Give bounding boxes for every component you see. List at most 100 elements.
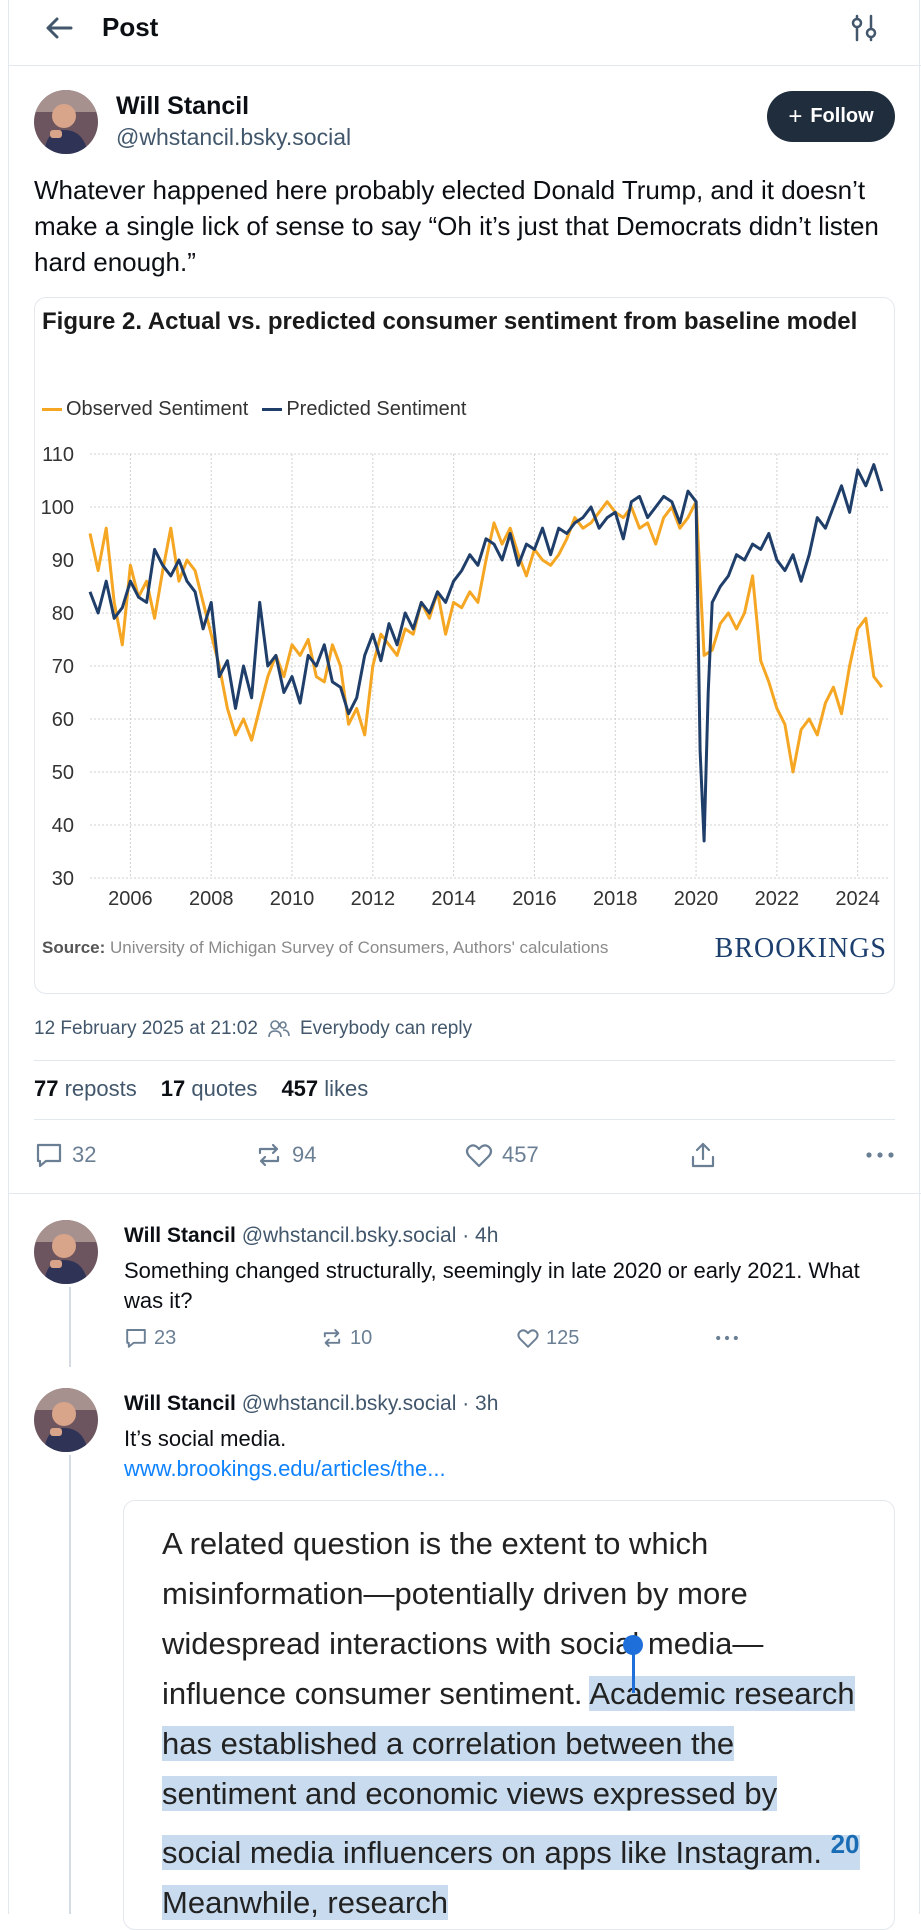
y-tick-label: 90 [52, 550, 74, 572]
series-line-observed [88, 500, 884, 774]
thread-line [69, 1455, 71, 1914]
source-text: University of Michigan Survey of Consume… [110, 938, 609, 957]
author-avatar[interactable] [34, 90, 98, 154]
people-icon [268, 1020, 290, 1038]
selection-cursor [632, 1641, 635, 1693]
back-arrow-icon[interactable] [41, 12, 77, 44]
like-button[interactable]: 457 [464, 1140, 539, 1170]
page-title: Post [102, 12, 159, 42]
heart-icon [517, 1329, 539, 1348]
divider [34, 1119, 895, 1120]
post-text: Whatever happened here probably elected … [34, 175, 879, 277]
quote-plain-text: A related question is the extent to whic… [162, 1526, 764, 1711]
reply-author-handle[interactable]: @whstancil.bsky.social [241, 1392, 457, 1415]
reply-header: Will Stancil @whstancil.bsky.social · 4h [124, 1224, 498, 1248]
reply-avatar[interactable] [34, 1220, 98, 1284]
legend-swatch-observed [42, 408, 62, 412]
y-tick-label: 60 [52, 709, 74, 731]
x-tick-label: 2008 [189, 888, 234, 910]
post-stats: 77 reposts 17 quotes 457 likes [34, 1076, 368, 1102]
author-handle[interactable]: @whstancil.bsky.social [116, 124, 352, 150]
reply-count: 32 [72, 1142, 97, 1167]
x-tick-label: 2012 [351, 888, 396, 910]
figure-title: Figure 2. Actual vs. predicted consumer … [42, 308, 858, 335]
repost-button[interactable]: 94 [254, 1140, 316, 1170]
reply-icon [36, 1143, 62, 1168]
reply-actions: 23 10 125 [124, 1326, 764, 1356]
post-thread-frame: Post Will Stancil @whstancil.bsky.social… [8, 0, 921, 1930]
article-link[interactable]: www.brookings.edu/articles/the... [124, 1456, 446, 1481]
likes-stat[interactable]: 457 likes [281, 1076, 368, 1102]
reply-repost-count: 10 [350, 1326, 373, 1349]
legend-item-observed: Observed Sentiment [42, 398, 248, 421]
y-tick-label: 40 [52, 815, 74, 837]
y-tick-label: 30 [52, 868, 74, 890]
plus-icon: + [788, 102, 803, 130]
x-tick-label: 2024 [835, 888, 880, 910]
figure-source: Source: University of Michigan Survey of… [42, 935, 642, 961]
repost-icon [258, 1143, 280, 1167]
x-tick-label: 2010 [270, 888, 315, 910]
x-tick-label: 2016 [512, 888, 557, 910]
reply-reply-button[interactable]: 23 [124, 1326, 176, 1350]
post-image[interactable]: Figure 2. Actual vs. predicted consumer … [34, 297, 895, 994]
reply-header: Will Stancil @whstancil.bsky.social · 3h [124, 1392, 498, 1416]
repost-count: 94 [292, 1142, 317, 1167]
reply-author-name[interactable]: Will Stancil [124, 1224, 236, 1247]
brookings-logo: BROOKINGS [714, 933, 887, 964]
x-tick-label: 2020 [674, 888, 719, 910]
reply-reply-count: 23 [154, 1326, 177, 1349]
like-count: 457 [502, 1142, 539, 1167]
divider [9, 1193, 921, 1194]
quote-text: A related question is the extent to whic… [162, 1519, 862, 1928]
sentiment-line-chart: 110 100 90 80 70 60 50 40 30 2006 2008 2010 2012 2014… [41, 444, 890, 910]
repost-icon [323, 1329, 341, 1347]
follow-label: Follow [810, 105, 874, 127]
reply-author-handle[interactable]: @whstancil.bsky.social [241, 1224, 457, 1247]
post-actions: 32 94 457 [34, 1140, 904, 1176]
reply-icon [126, 1329, 146, 1348]
reply-author-name[interactable]: Will Stancil [124, 1392, 236, 1415]
y-tick-label: 80 [52, 603, 74, 625]
post-meta: 12 February 2025 at 21:02 Everybody can … [34, 1018, 472, 1040]
share-icon [691, 1142, 715, 1168]
reply-time: · 3h [462, 1392, 499, 1415]
source-label: Source: [42, 938, 106, 957]
reply-more-button[interactable] [712, 1326, 742, 1350]
reply-repost-button[interactable]: 10 [320, 1326, 372, 1350]
footnote-marker: 20 [830, 1829, 860, 1859]
follow-button[interactable]: + Follow [767, 91, 895, 142]
reposts-label: reposts [64, 1076, 137, 1101]
thread-settings-icon[interactable] [847, 12, 883, 44]
y-tick-label: 110 [42, 444, 74, 466]
x-tick-label: 2022 [755, 888, 800, 910]
heart-icon [465, 1144, 493, 1168]
reply-button[interactable]: 32 [34, 1140, 96, 1170]
author-name[interactable]: Will Stancil [116, 92, 250, 120]
embedded-image[interactable]: A related question is the extent to whic… [123, 1500, 895, 1930]
reposts-count: 77 [34, 1076, 59, 1101]
more-options-button[interactable] [864, 1140, 896, 1170]
x-tick-label: 2014 [431, 888, 476, 910]
share-button[interactable] [688, 1140, 718, 1170]
reply-like-count: 125 [546, 1326, 580, 1349]
reply-time: · 4h [462, 1224, 499, 1247]
legend-item-predicted: Predicted Sentiment [262, 398, 466, 421]
legend-label-observed: Observed Sentiment [66, 398, 249, 420]
reply-like-button[interactable]: 125 [516, 1326, 579, 1350]
chart-legend: Observed Sentiment Predicted Sentiment [42, 398, 466, 421]
x-tick-label: 2018 [593, 888, 638, 910]
ellipsis-icon [716, 1335, 738, 1341]
quotes-stat[interactable]: 17 quotes [161, 1076, 258, 1102]
series-line-predicted [88, 463, 884, 843]
reply-setting[interactable]: Everybody can reply [299, 1018, 473, 1039]
likes-count: 457 [281, 1076, 319, 1101]
y-tick-label: 70 [52, 656, 74, 678]
thread-line [69, 1287, 71, 1367]
ellipsis-icon [866, 1152, 894, 1158]
top-bar: Post [9, 0, 921, 66]
reply-avatar[interactable] [34, 1388, 98, 1452]
reposts-stat[interactable]: 77 reposts [34, 1076, 137, 1102]
legend-label-predicted: Predicted Sentiment [286, 398, 467, 420]
post-timestamp: 12 February 2025 at 21:02 [34, 1018, 258, 1039]
